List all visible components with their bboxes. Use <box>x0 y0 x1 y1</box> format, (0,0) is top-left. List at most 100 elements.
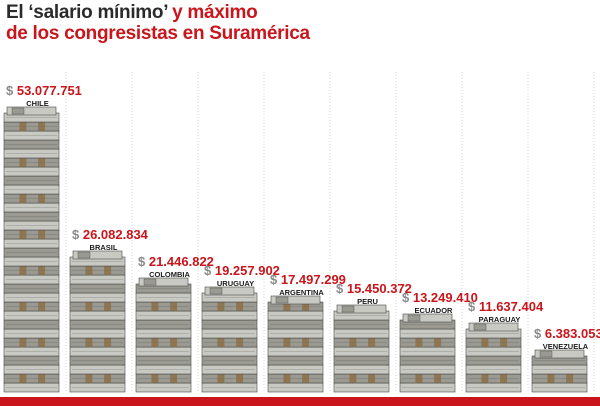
category-label: ARGENTINA <box>279 288 324 297</box>
title-part2: y máximo <box>167 2 258 23</box>
bill-band <box>85 338 93 347</box>
bill-band <box>38 338 46 347</box>
category-label: URUGUAY <box>217 279 254 288</box>
value-label: $ 11.637.404 <box>468 299 544 314</box>
bill-band <box>434 338 442 347</box>
currency-symbol: $ <box>336 281 347 296</box>
value-number: 15.450.372 <box>347 281 412 296</box>
bill-band <box>19 338 27 347</box>
value-label: $ 19.257.902 <box>204 263 280 278</box>
bill-band <box>19 158 27 167</box>
bill-band <box>302 338 310 347</box>
bill-band <box>104 302 112 311</box>
bill-band <box>19 374 27 383</box>
value-number: 17.497.299 <box>281 272 346 287</box>
bill-band <box>217 374 225 383</box>
value-label: $ 53.077.751 <box>6 83 82 98</box>
bill-portrait <box>209 287 223 295</box>
bill-band <box>283 374 291 383</box>
bar-stack-peru <box>333 304 390 393</box>
bill-band <box>217 302 225 311</box>
value-label: $ 17.497.299 <box>270 272 346 287</box>
bar-stack-colombia <box>135 277 192 393</box>
bill-band <box>38 230 46 239</box>
bill-band <box>85 302 93 311</box>
bill-band <box>349 338 357 347</box>
bill-band <box>151 338 159 347</box>
value-label: $ 15.450.372 <box>336 281 412 296</box>
bill-band <box>38 266 46 275</box>
value-label: $ 13.249.410 <box>402 290 478 305</box>
bill-band <box>368 338 376 347</box>
value-number: 21.446.822 <box>149 254 214 269</box>
bill-top-face <box>336 304 387 314</box>
bill-band <box>151 374 159 383</box>
currency-symbol: $ <box>6 83 17 98</box>
bill-band <box>500 374 508 383</box>
bill-band <box>217 338 225 347</box>
bar-stack-uruguay <box>201 286 258 393</box>
category-label: COLOMBIA <box>149 270 190 279</box>
bill-band <box>38 122 46 131</box>
bill-top-face <box>72 250 123 260</box>
category-label: CHILE <box>26 99 49 108</box>
bill-band <box>236 302 244 311</box>
bill-top-face <box>138 277 189 287</box>
bill-band <box>368 374 376 383</box>
bill-band <box>170 338 178 347</box>
value-label: $ 21.446.822 <box>138 254 214 269</box>
bill-band <box>19 122 27 131</box>
bill-band <box>19 266 27 275</box>
bill-band <box>151 302 159 311</box>
bill-top-face <box>270 295 321 305</box>
value-number: 53.077.751 <box>17 83 82 98</box>
bill-band <box>85 374 93 383</box>
value-number: 6.383.053 <box>545 326 600 341</box>
bill-portrait <box>473 323 487 331</box>
bill-band <box>283 338 291 347</box>
bill-portrait <box>407 314 421 322</box>
value-number: 13.249.410 <box>413 290 478 305</box>
bill-band <box>566 374 574 383</box>
bill-band <box>170 374 178 383</box>
bill-band <box>302 374 310 383</box>
bill-band <box>481 374 489 383</box>
bill-portrait <box>11 107 25 115</box>
value-number: 26.082.834 <box>83 227 149 242</box>
category-label: BRASIL <box>90 243 118 252</box>
bill-top-face <box>468 322 519 332</box>
bill-band <box>38 158 46 167</box>
bill-portrait <box>539 350 553 358</box>
currency-symbol: $ <box>534 326 545 341</box>
bill-band <box>19 302 27 311</box>
bill-band <box>38 302 46 311</box>
currency-symbol: $ <box>138 254 149 269</box>
bill-band <box>547 374 555 383</box>
bill-top-face <box>204 286 255 296</box>
bill-band <box>85 266 93 275</box>
currency-symbol: $ <box>402 290 413 305</box>
bill-band <box>104 374 112 383</box>
bill-band <box>500 338 508 347</box>
bill-band <box>19 194 27 203</box>
bill-top-face <box>402 313 453 323</box>
bill-band <box>415 338 423 347</box>
bill-band <box>38 374 46 383</box>
bill-portrait <box>143 278 157 286</box>
bill-band <box>302 302 310 311</box>
bill-band <box>104 338 112 347</box>
value-label: $ 26.082.834 <box>72 227 149 242</box>
value-label: $ 6.383.053 <box>534 326 600 341</box>
currency-symbol: $ <box>270 272 281 287</box>
value-number: 11.637.404 <box>479 299 544 314</box>
bill-band <box>434 374 442 383</box>
bill-band <box>104 266 112 275</box>
bill-band <box>38 194 46 203</box>
currency-symbol: $ <box>468 299 479 314</box>
bill-band <box>481 338 489 347</box>
chart-title: El ‘salario mínimo’ y máximo de los cong… <box>6 2 310 44</box>
bill-band <box>349 374 357 383</box>
bill-band <box>236 374 244 383</box>
